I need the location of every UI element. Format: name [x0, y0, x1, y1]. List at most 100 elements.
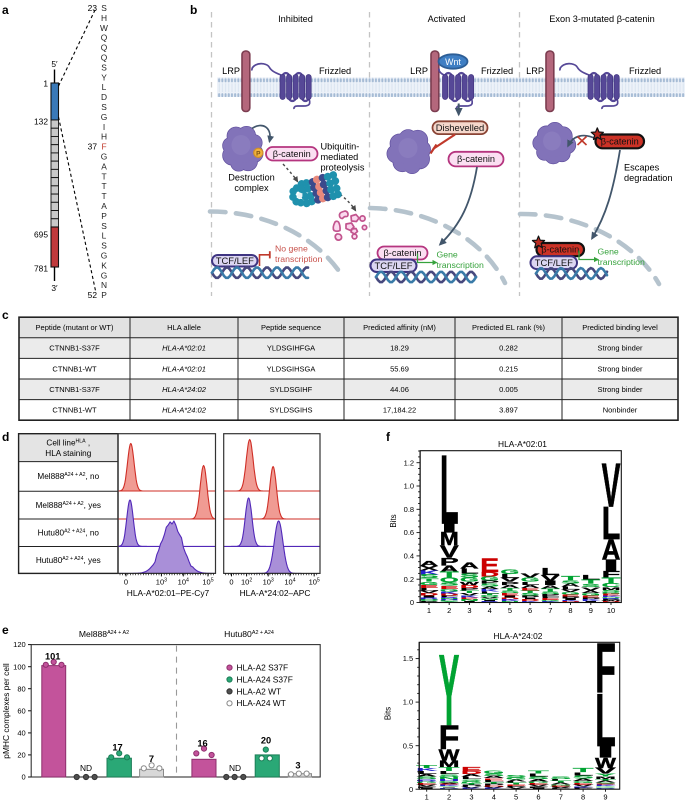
svg-text:N: N — [480, 598, 499, 600]
svg-text:K: K — [521, 601, 541, 603]
svg-text:52: 52 — [88, 290, 98, 300]
svg-text:X: X — [420, 565, 439, 572]
svg-text:V: V — [595, 766, 617, 775]
svg-text:20: 20 — [261, 736, 271, 746]
svg-text:0.4: 0.4 — [404, 552, 414, 561]
svg-text:A: A — [573, 778, 594, 782]
svg-text:S: S — [416, 776, 437, 780]
svg-text:L: L — [420, 587, 439, 592]
svg-text:a: a — [2, 3, 9, 17]
svg-text:S: S — [602, 589, 621, 593]
svg-text:E: E — [595, 783, 616, 785]
svg-text:G: G — [500, 568, 519, 575]
svg-text:D: D — [480, 571, 499, 578]
svg-text:A: A — [101, 161, 107, 171]
svg-text:E: E — [521, 587, 540, 591]
svg-text:G: G — [581, 592, 600, 596]
svg-text:Exon 3-mutated β-catenin: Exon 3-mutated β-catenin — [549, 14, 654, 24]
svg-text:HLA staining: HLA staining — [45, 449, 91, 458]
svg-text:A: A — [550, 782, 571, 785]
svg-text:2: 2 — [447, 793, 451, 802]
svg-text:L: L — [500, 573, 519, 580]
svg-text:S: S — [561, 579, 580, 584]
svg-text:E: E — [581, 595, 600, 598]
svg-text:HLA-A*24:02–APC: HLA-A*24:02–APC — [240, 588, 311, 598]
svg-text:K: K — [541, 601, 561, 603]
svg-text:Mel888A24 + A2: Mel888A24 + A2 — [79, 629, 129, 639]
svg-text:N: N — [439, 776, 460, 780]
svg-text:S: S — [500, 590, 519, 594]
svg-text:YLDSGIHFGA: YLDSGIHFGA — [267, 344, 315, 353]
svg-text:6: 6 — [536, 793, 540, 802]
svg-text:Hutu80A2 + A24, yes: Hutu80A2 + A24, yes — [36, 556, 101, 565]
svg-text:Frizzled: Frizzled — [629, 66, 661, 76]
svg-text:7: 7 — [149, 754, 154, 764]
svg-text:No gene: No gene — [275, 244, 308, 254]
svg-text:A: A — [521, 584, 540, 589]
svg-text:10: 10 — [607, 606, 615, 615]
svg-text:HLA-A*24:02: HLA-A*24:02 — [162, 385, 207, 394]
svg-text:V: V — [521, 573, 540, 579]
svg-text:P: P — [420, 601, 439, 603]
svg-text:0.6: 0.6 — [404, 528, 414, 537]
svg-text:T: T — [483, 782, 504, 785]
svg-text:G: G — [541, 600, 560, 602]
svg-text:K: K — [602, 595, 622, 597]
svg-text:Bits: Bits — [389, 514, 398, 527]
svg-text:V: V — [581, 587, 601, 592]
svg-text:E: E — [416, 783, 437, 786]
svg-text:CTNNB1-S37F: CTNNB1-S37F — [49, 385, 100, 394]
svg-text:C: C — [602, 582, 621, 588]
svg-text:K: K — [573, 786, 594, 788]
svg-text:T: T — [550, 780, 571, 783]
svg-text:L: L — [550, 778, 571, 781]
svg-text:Q: Q — [480, 595, 499, 598]
svg-text:S: S — [595, 782, 616, 784]
svg-text:T: T — [101, 181, 106, 191]
svg-text:T: T — [440, 571, 459, 580]
svg-text:TCF/LEF: TCF/LEF — [374, 260, 412, 271]
svg-text:S: S — [550, 776, 571, 780]
svg-text:3′: 3′ — [51, 283, 58, 293]
svg-text:E: E — [480, 555, 499, 577]
svg-text:L: L — [102, 231, 107, 241]
svg-text:5′: 5′ — [51, 59, 58, 69]
svg-text:G: G — [595, 786, 616, 787]
svg-text:A: A — [461, 773, 482, 777]
svg-text:44.06: 44.06 — [390, 385, 409, 394]
svg-text:101: 101 — [45, 652, 61, 662]
svg-text:transcription: transcription — [275, 254, 322, 264]
svg-text:Predicted affinity (nM): Predicted affinity (nM) — [363, 323, 436, 332]
svg-text:A: A — [602, 533, 621, 566]
svg-text:A: A — [483, 775, 504, 779]
svg-text:ND: ND — [229, 763, 241, 773]
svg-text:V: V — [483, 787, 504, 789]
svg-text:4: 4 — [492, 793, 496, 802]
svg-text:S: S — [483, 773, 504, 777]
svg-text:YLDSGIHSGA: YLDSGIHSGA — [267, 364, 316, 373]
svg-text:Inhibited: Inhibited — [278, 14, 313, 24]
svg-text:N: N — [101, 280, 107, 290]
svg-text:K: K — [460, 595, 480, 598]
svg-text:I: I — [581, 601, 600, 603]
svg-text:S: S — [420, 574, 439, 580]
svg-text:L: L — [483, 780, 504, 783]
svg-text:23: 23 — [88, 3, 98, 13]
svg-text:T: T — [602, 576, 621, 585]
svg-text:S: S — [480, 583, 499, 587]
svg-text:G: G — [440, 588, 459, 592]
svg-text:D: D — [420, 592, 439, 596]
svg-text:complex: complex — [234, 183, 269, 193]
svg-text:S: S — [101, 62, 107, 72]
svg-text:Strong binder: Strong binder — [597, 364, 643, 373]
svg-text:R: R — [439, 788, 460, 789]
svg-text:T: T — [561, 575, 580, 581]
svg-text:T: T — [521, 590, 541, 594]
svg-text:S: S — [460, 573, 479, 579]
svg-text:E: E — [483, 778, 504, 781]
svg-text:I: I — [480, 600, 499, 602]
svg-text:M: M — [439, 759, 460, 769]
svg-text:R: R — [602, 598, 621, 600]
svg-text:H: H — [440, 599, 459, 601]
svg-text:4: 4 — [488, 606, 492, 615]
